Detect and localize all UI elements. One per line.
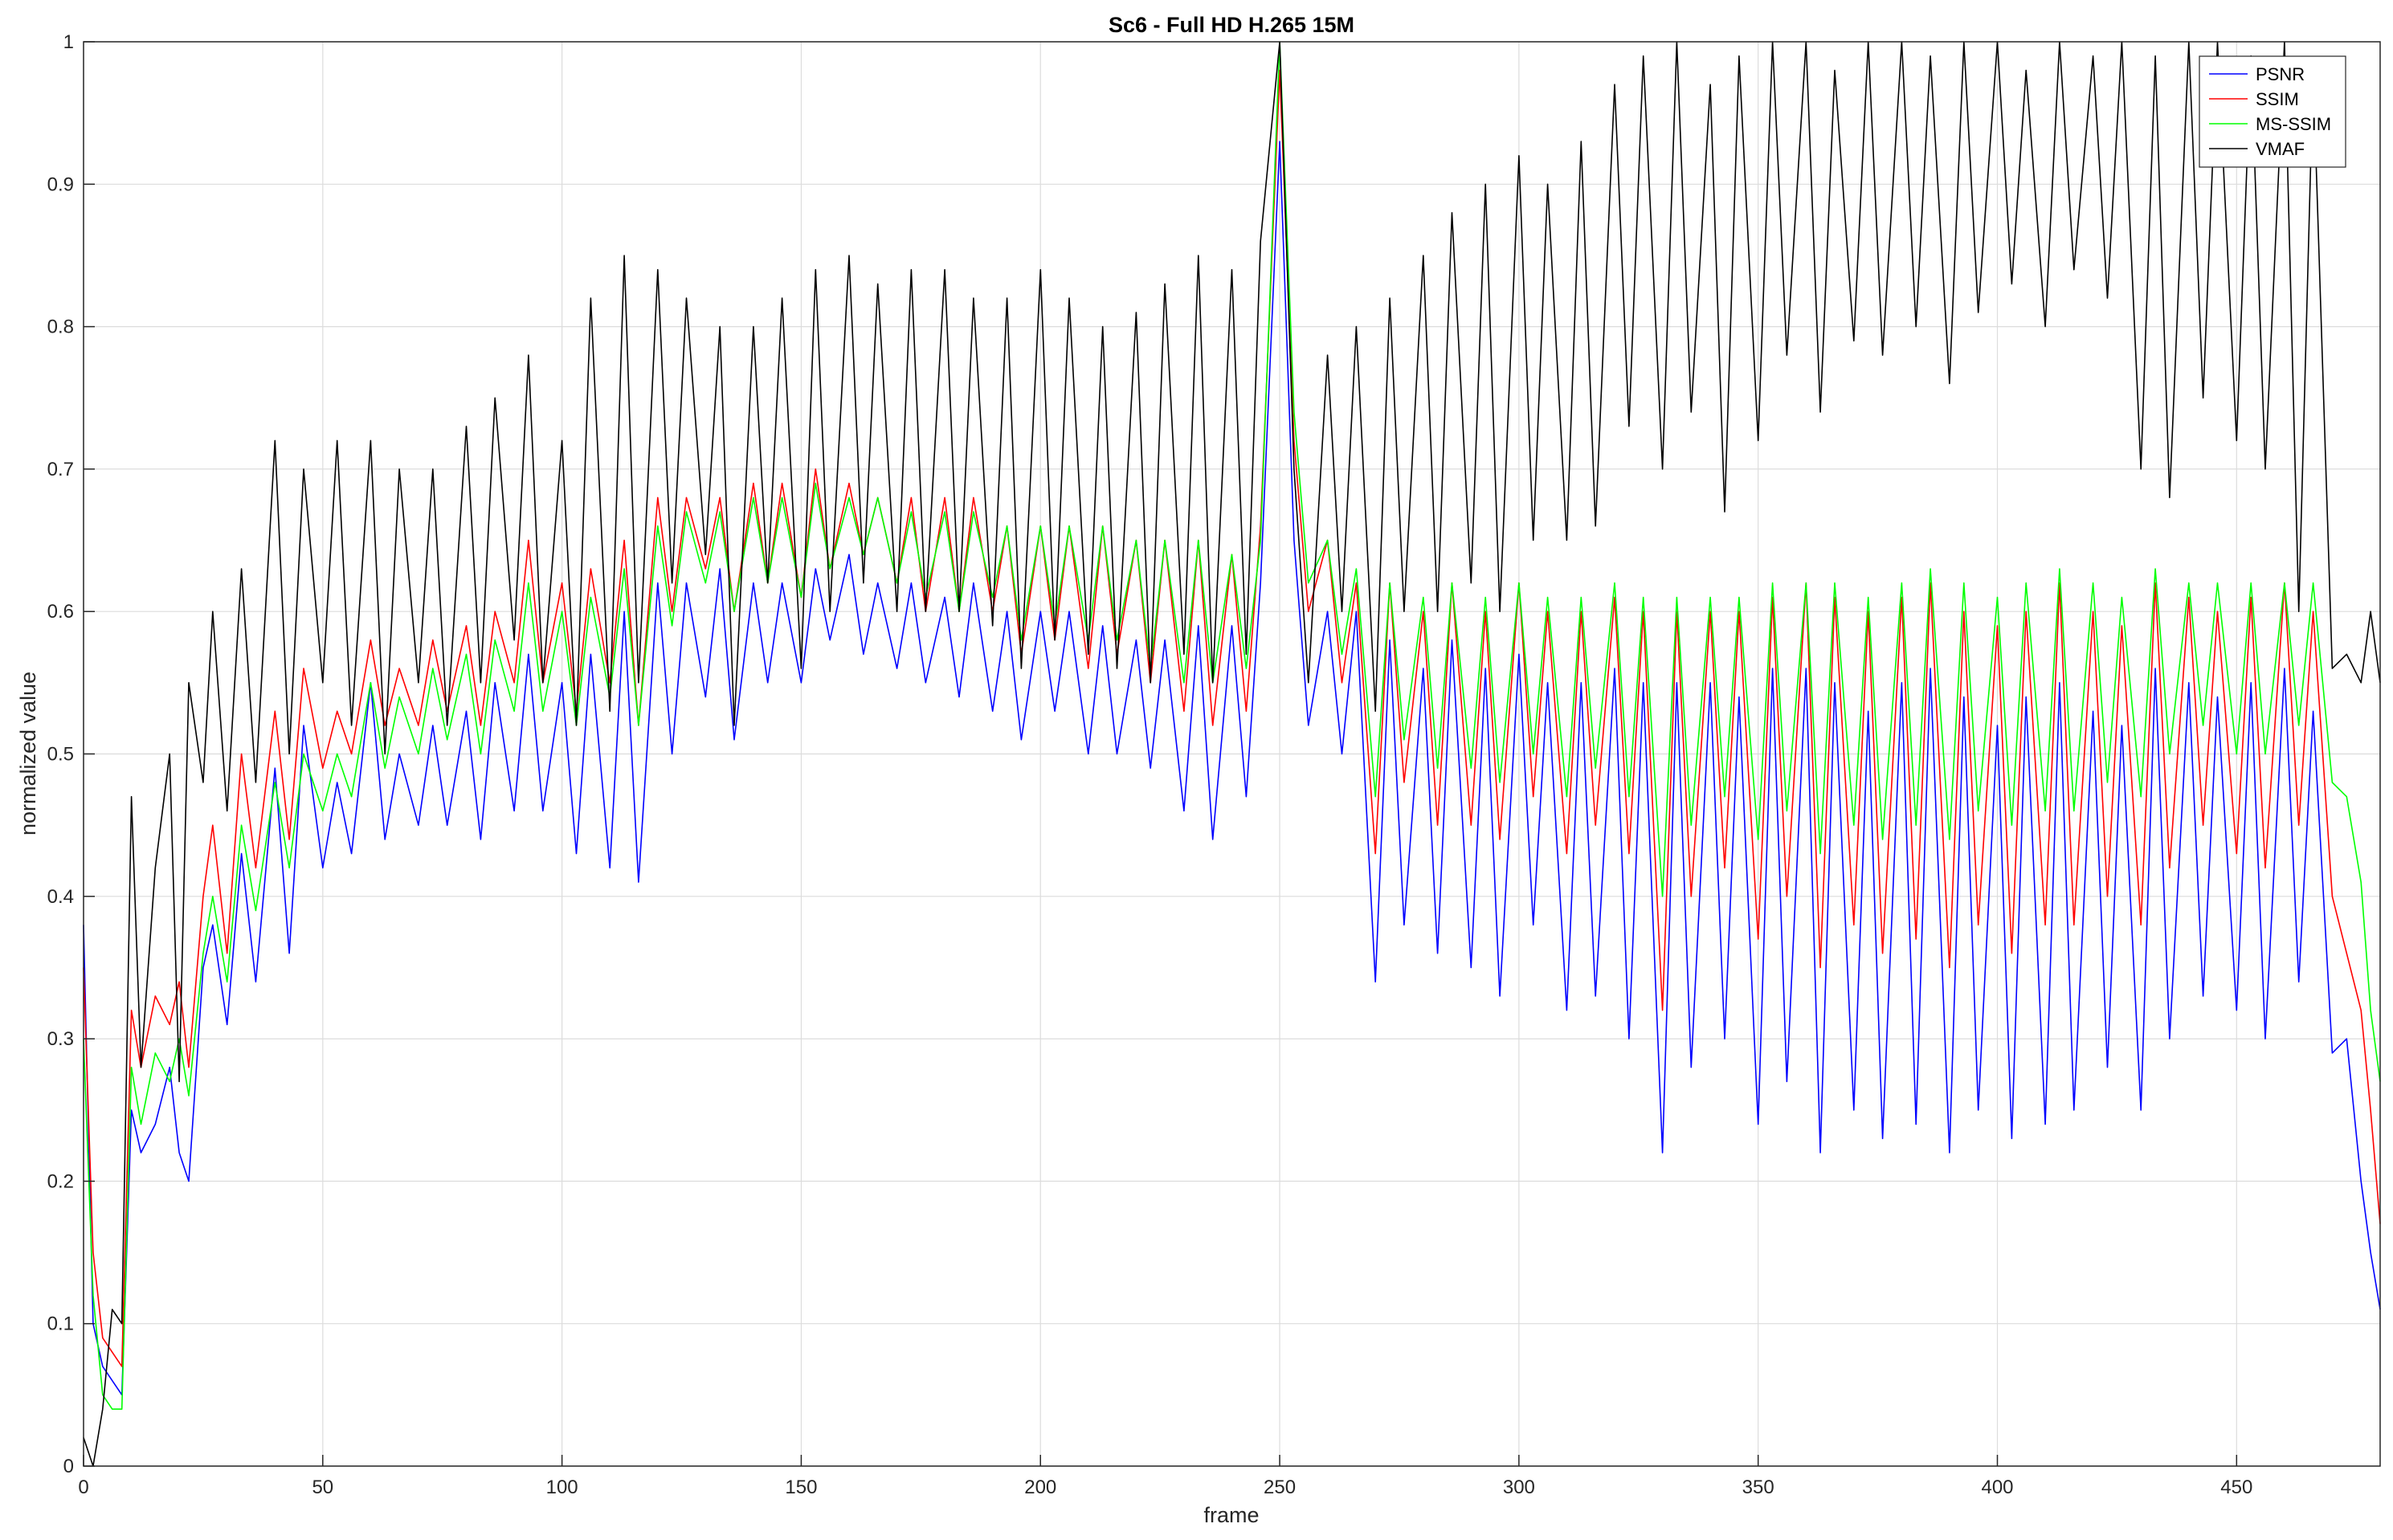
x-tick-label: 200 (1024, 1477, 1056, 1498)
y-tick-label: 0 (63, 1456, 74, 1477)
x-tick-label: 450 (2220, 1477, 2252, 1498)
x-tick-label: 350 (1742, 1477, 1774, 1498)
y-tick-label: 0.6 (47, 601, 74, 623)
legend-entry: MS-SSIM (2256, 114, 2331, 134)
x-tick-label: 100 (546, 1477, 578, 1498)
series-group (83, 41, 2381, 1467)
legend-entry: PSNR (2256, 64, 2305, 84)
legend-entry: SSIM (2256, 89, 2299, 109)
y-tick-label: 0.8 (47, 317, 74, 338)
y-tick-label: 0.4 (47, 886, 74, 908)
y-tick-label: 0.1 (47, 1313, 74, 1335)
x-tick-label: 50 (312, 1477, 333, 1498)
chart-title: Sc6 - Full HD H.265 15M (1109, 13, 1354, 37)
y-tick-label: 0.5 (47, 744, 74, 766)
series-line-vmaf (83, 41, 2381, 1467)
y-axis-label: normalized value (16, 672, 40, 835)
legend: PSNR SSIM MS-SSIM VMAF (2199, 55, 2346, 168)
x-tick-label: 250 (1264, 1477, 1296, 1498)
y-tick-label: 0.7 (47, 459, 74, 480)
x-axis-label: frame (1203, 1503, 1259, 1527)
series-line-ssim (83, 69, 2381, 1367)
series-line-ms-ssim (83, 41, 2381, 1410)
y-tick-label: 0.3 (47, 1028, 74, 1050)
legend-entry: VMAF (2256, 139, 2305, 159)
y-tick-label: 0.9 (47, 174, 74, 195)
series-line-psnr (83, 141, 2381, 1396)
ticks: 0 50 100 150 200 250 300 350 400 450 0 0.1 0.2 0.3 0.4… (47, 31, 2253, 1498)
x-tick-label: 400 (1981, 1477, 2013, 1498)
x-tick-label: 300 (1503, 1477, 1535, 1498)
y-tick-label: 1 (63, 31, 74, 53)
y-tick-label: 0.2 (47, 1170, 74, 1192)
x-tick-label: 150 (785, 1477, 817, 1498)
x-tick-label: 0 (78, 1477, 88, 1498)
